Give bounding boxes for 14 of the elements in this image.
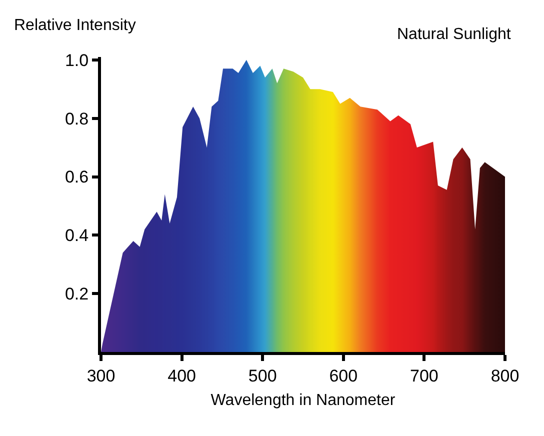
y-tick-label: 0.2 <box>64 284 89 304</box>
x-tick-label: 300 <box>86 366 116 386</box>
x-tick-label: 400 <box>168 366 196 386</box>
x-tick-label: 600 <box>329 366 358 386</box>
x-axis-title: Wavelength in Nanometer <box>210 392 396 410</box>
y-tick-label: 0.8 <box>64 109 89 128</box>
y-tick-label: 0.4 <box>64 226 89 246</box>
x-tick-label: 500 <box>248 366 277 386</box>
y-axis-title: Relative Intensity <box>14 17 136 34</box>
x-tick-label: 800 <box>490 366 520 386</box>
x-tick-label: 700 <box>410 366 438 386</box>
y-tick-label: 0.6 <box>64 168 89 187</box>
y-tick-label: 1.0 <box>64 50 89 70</box>
chart-title: Natural Sunlight <box>397 26 512 43</box>
